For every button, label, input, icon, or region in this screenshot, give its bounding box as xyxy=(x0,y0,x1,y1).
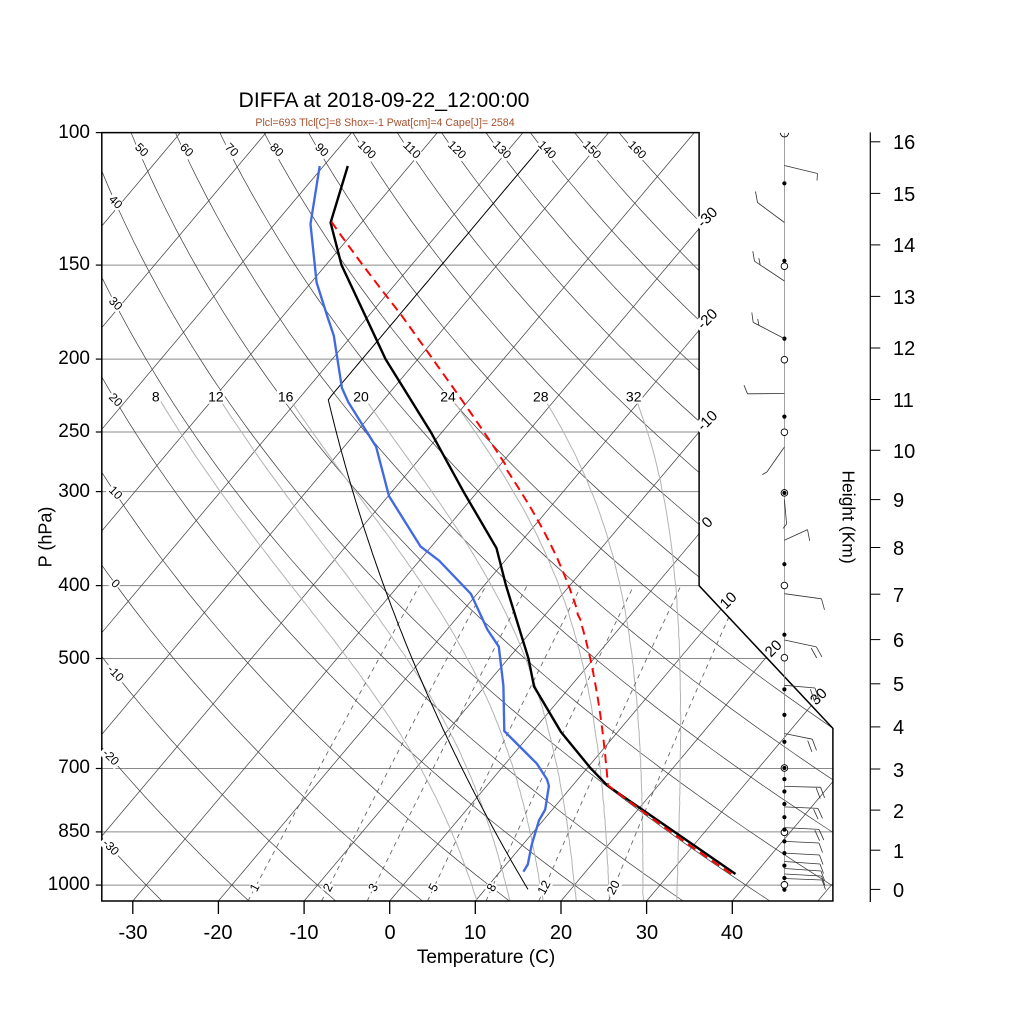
svg-text:28: 28 xyxy=(533,388,549,404)
svg-text:130: 130 xyxy=(490,138,514,162)
svg-text:90: 90 xyxy=(312,140,332,160)
svg-text:32: 32 xyxy=(626,388,642,404)
svg-text:110: 110 xyxy=(400,138,424,162)
svg-text:30: 30 xyxy=(106,294,126,314)
svg-text:160: 160 xyxy=(625,138,649,162)
svg-text:150: 150 xyxy=(580,138,604,162)
svg-text:120: 120 xyxy=(445,138,469,162)
svg-text:12: 12 xyxy=(208,388,224,404)
svg-text:40: 40 xyxy=(106,192,126,212)
svg-text:24: 24 xyxy=(440,388,456,404)
svg-text:12: 12 xyxy=(535,878,554,897)
svg-text:16: 16 xyxy=(278,388,294,404)
svg-text:80: 80 xyxy=(267,140,287,160)
svg-text:20: 20 xyxy=(604,878,623,897)
svg-text:10: 10 xyxy=(106,483,126,503)
svg-text:20: 20 xyxy=(106,390,126,410)
svg-text:20: 20 xyxy=(353,388,369,404)
svg-text:8: 8 xyxy=(152,388,160,404)
